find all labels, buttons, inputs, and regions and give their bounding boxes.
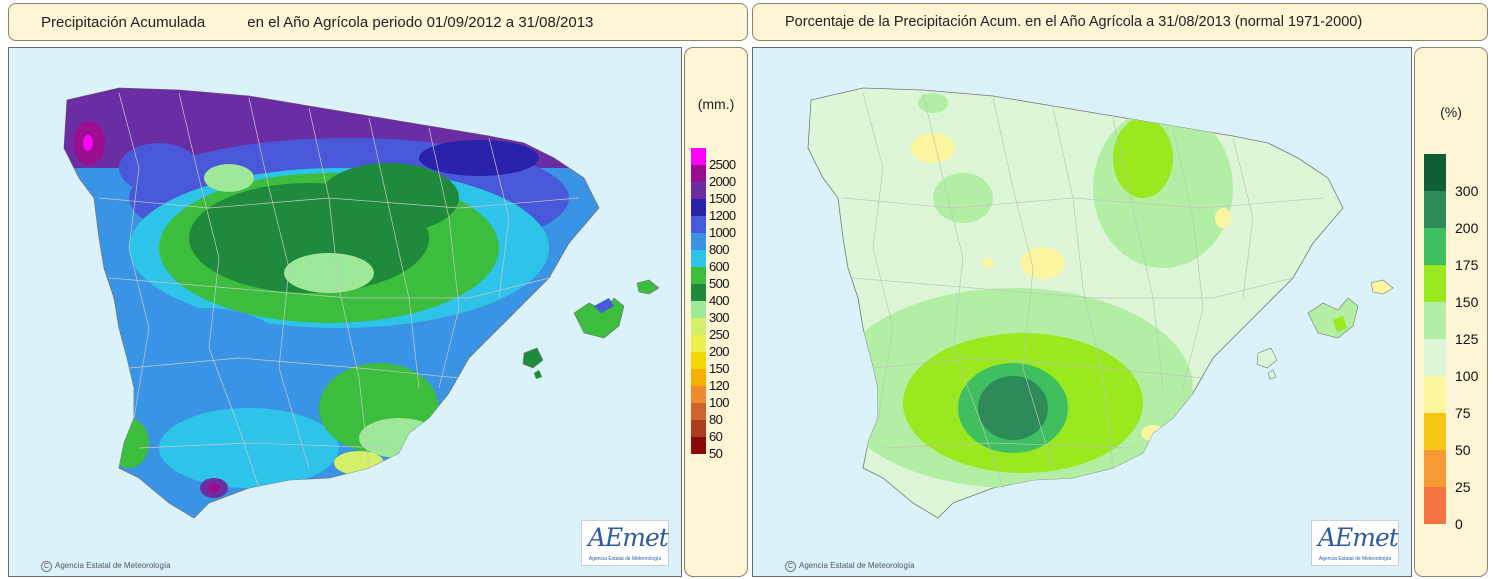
left-legend-swatch [691, 403, 706, 420]
right-legend-unit: (%) [1440, 104, 1462, 120]
left-legend-label: 1000 [709, 225, 736, 240]
left-precip-map-svg [63, 87, 660, 519]
left-legend-label: 100 [709, 395, 729, 410]
right-legend-label: 125 [1455, 331, 1479, 347]
left-legend-swatch [691, 352, 706, 369]
right-legend-swatch [1424, 302, 1446, 339]
right-title-box: Porcentaje de la Precipitación Acum. en … [752, 3, 1488, 41]
right-legend-swatch [1424, 339, 1446, 376]
right-legend-label: 175 [1455, 257, 1479, 273]
left-legend-swatch [691, 267, 706, 284]
left-legend-label: 800 [709, 242, 729, 257]
left-legend-label: 2500 [709, 157, 736, 172]
left-legend-swatch [691, 386, 706, 403]
left-legend-swatch [691, 301, 706, 318]
right-legend-swatch [1424, 191, 1446, 228]
left-legend-label: 250 [709, 327, 729, 342]
left-legend: (mm.) 2500 2000 1500 1200 1000 800 600 500 400 30… [684, 47, 748, 577]
left-legend-label: 600 [709, 259, 729, 274]
left-legend-label: 200 [709, 344, 729, 359]
right-province-lines [842, 92, 1324, 489]
left-legend-swatch [691, 148, 706, 165]
right-title: Porcentaje de la Precipitación Acum. en … [785, 14, 1363, 30]
right-legend-swatch [1424, 228, 1446, 265]
right-legend-swatch [1424, 487, 1446, 524]
left-legend-label: 150 [709, 361, 729, 376]
right-legend-label: 0 [1455, 516, 1463, 532]
left-legend-swatch [691, 250, 706, 267]
right-legend-swatch [1424, 413, 1446, 450]
right-legend-swatch [1424, 450, 1446, 487]
left-logo-subtitle: Agencia Estatal de Meteorología [588, 556, 662, 562]
left-legend-label: 1200 [709, 208, 736, 223]
left-legend-swatch [691, 369, 706, 386]
right-legend-label: 25 [1455, 479, 1471, 495]
left-legend-swatch [691, 199, 706, 216]
right-legend-label: 75 [1455, 405, 1471, 421]
right-copyright: C Agencia Estatal de Meteorología [785, 561, 915, 572]
left-title-part2: en el Año Agrícola periodo 01/09/2012 a … [247, 13, 594, 31]
right-legend-swatch [1424, 376, 1446, 413]
left-legend-swatch [691, 216, 706, 233]
left-legend-label: 400 [709, 293, 729, 308]
left-legend-label: 1500 [709, 191, 736, 206]
left-legend-swatch [691, 284, 706, 301]
right-logo-text: AEmet [1318, 523, 1399, 552]
left-map: C Agencia Estatal de Meteorología AEmet A… [8, 47, 682, 577]
left-legend-label: 2000 [709, 174, 736, 189]
left-legend-swatch [691, 335, 706, 352]
right-legend-label: 100 [1455, 368, 1479, 384]
right-legend-label: 150 [1455, 294, 1479, 310]
left-legend-label: 50 [709, 446, 723, 461]
right-legend: (%) 300 200 175 150 125 100 75 50 25 0 [1414, 47, 1488, 577]
left-legend-label: 500 [709, 276, 729, 291]
left-legend-unit: (mm.) [697, 96, 735, 112]
left-province-lines [98, 92, 580, 489]
left-aemet-logo: AEmet Agencia Estatal de Meteorología [581, 520, 669, 566]
right-legend-label: 300 [1455, 183, 1479, 199]
left-legend-label: 60 [709, 429, 723, 444]
right-percent-map-svg [807, 87, 1394, 519]
left-legend-label: 80 [709, 412, 723, 427]
right-legend-swatch [1424, 265, 1446, 302]
left-legend-swatch [691, 318, 706, 335]
left-legend-swatch [691, 437, 706, 454]
left-title-box: Precipitación Acumulada en el Año Agríco… [8, 3, 748, 41]
left-legend-swatch [691, 420, 706, 437]
left-legend-label: 300 [709, 310, 729, 325]
right-legend-swatch [1424, 154, 1446, 191]
left-copyright: C Agencia Estatal de Meteorología [41, 561, 171, 572]
left-legend-swatch [691, 182, 706, 199]
left-legend-label: 120 [709, 378, 729, 393]
right-map: C Agencia Estatal de Meteorología AEmet A… [752, 47, 1412, 577]
right-aemet-logo: AEmet Agencia Estatal de Meteorología [1311, 520, 1399, 566]
left-logo-text: AEmet [588, 523, 669, 552]
right-legend-label: 200 [1455, 220, 1479, 236]
right-logo-subtitle: Agencia Estatal de Meteorología [1318, 556, 1392, 562]
right-legend-label: 50 [1455, 442, 1471, 458]
left-legend-swatch [691, 165, 706, 182]
left-legend-swatch [691, 233, 706, 250]
left-title-part1: Precipitación Acumulada [41, 13, 206, 31]
